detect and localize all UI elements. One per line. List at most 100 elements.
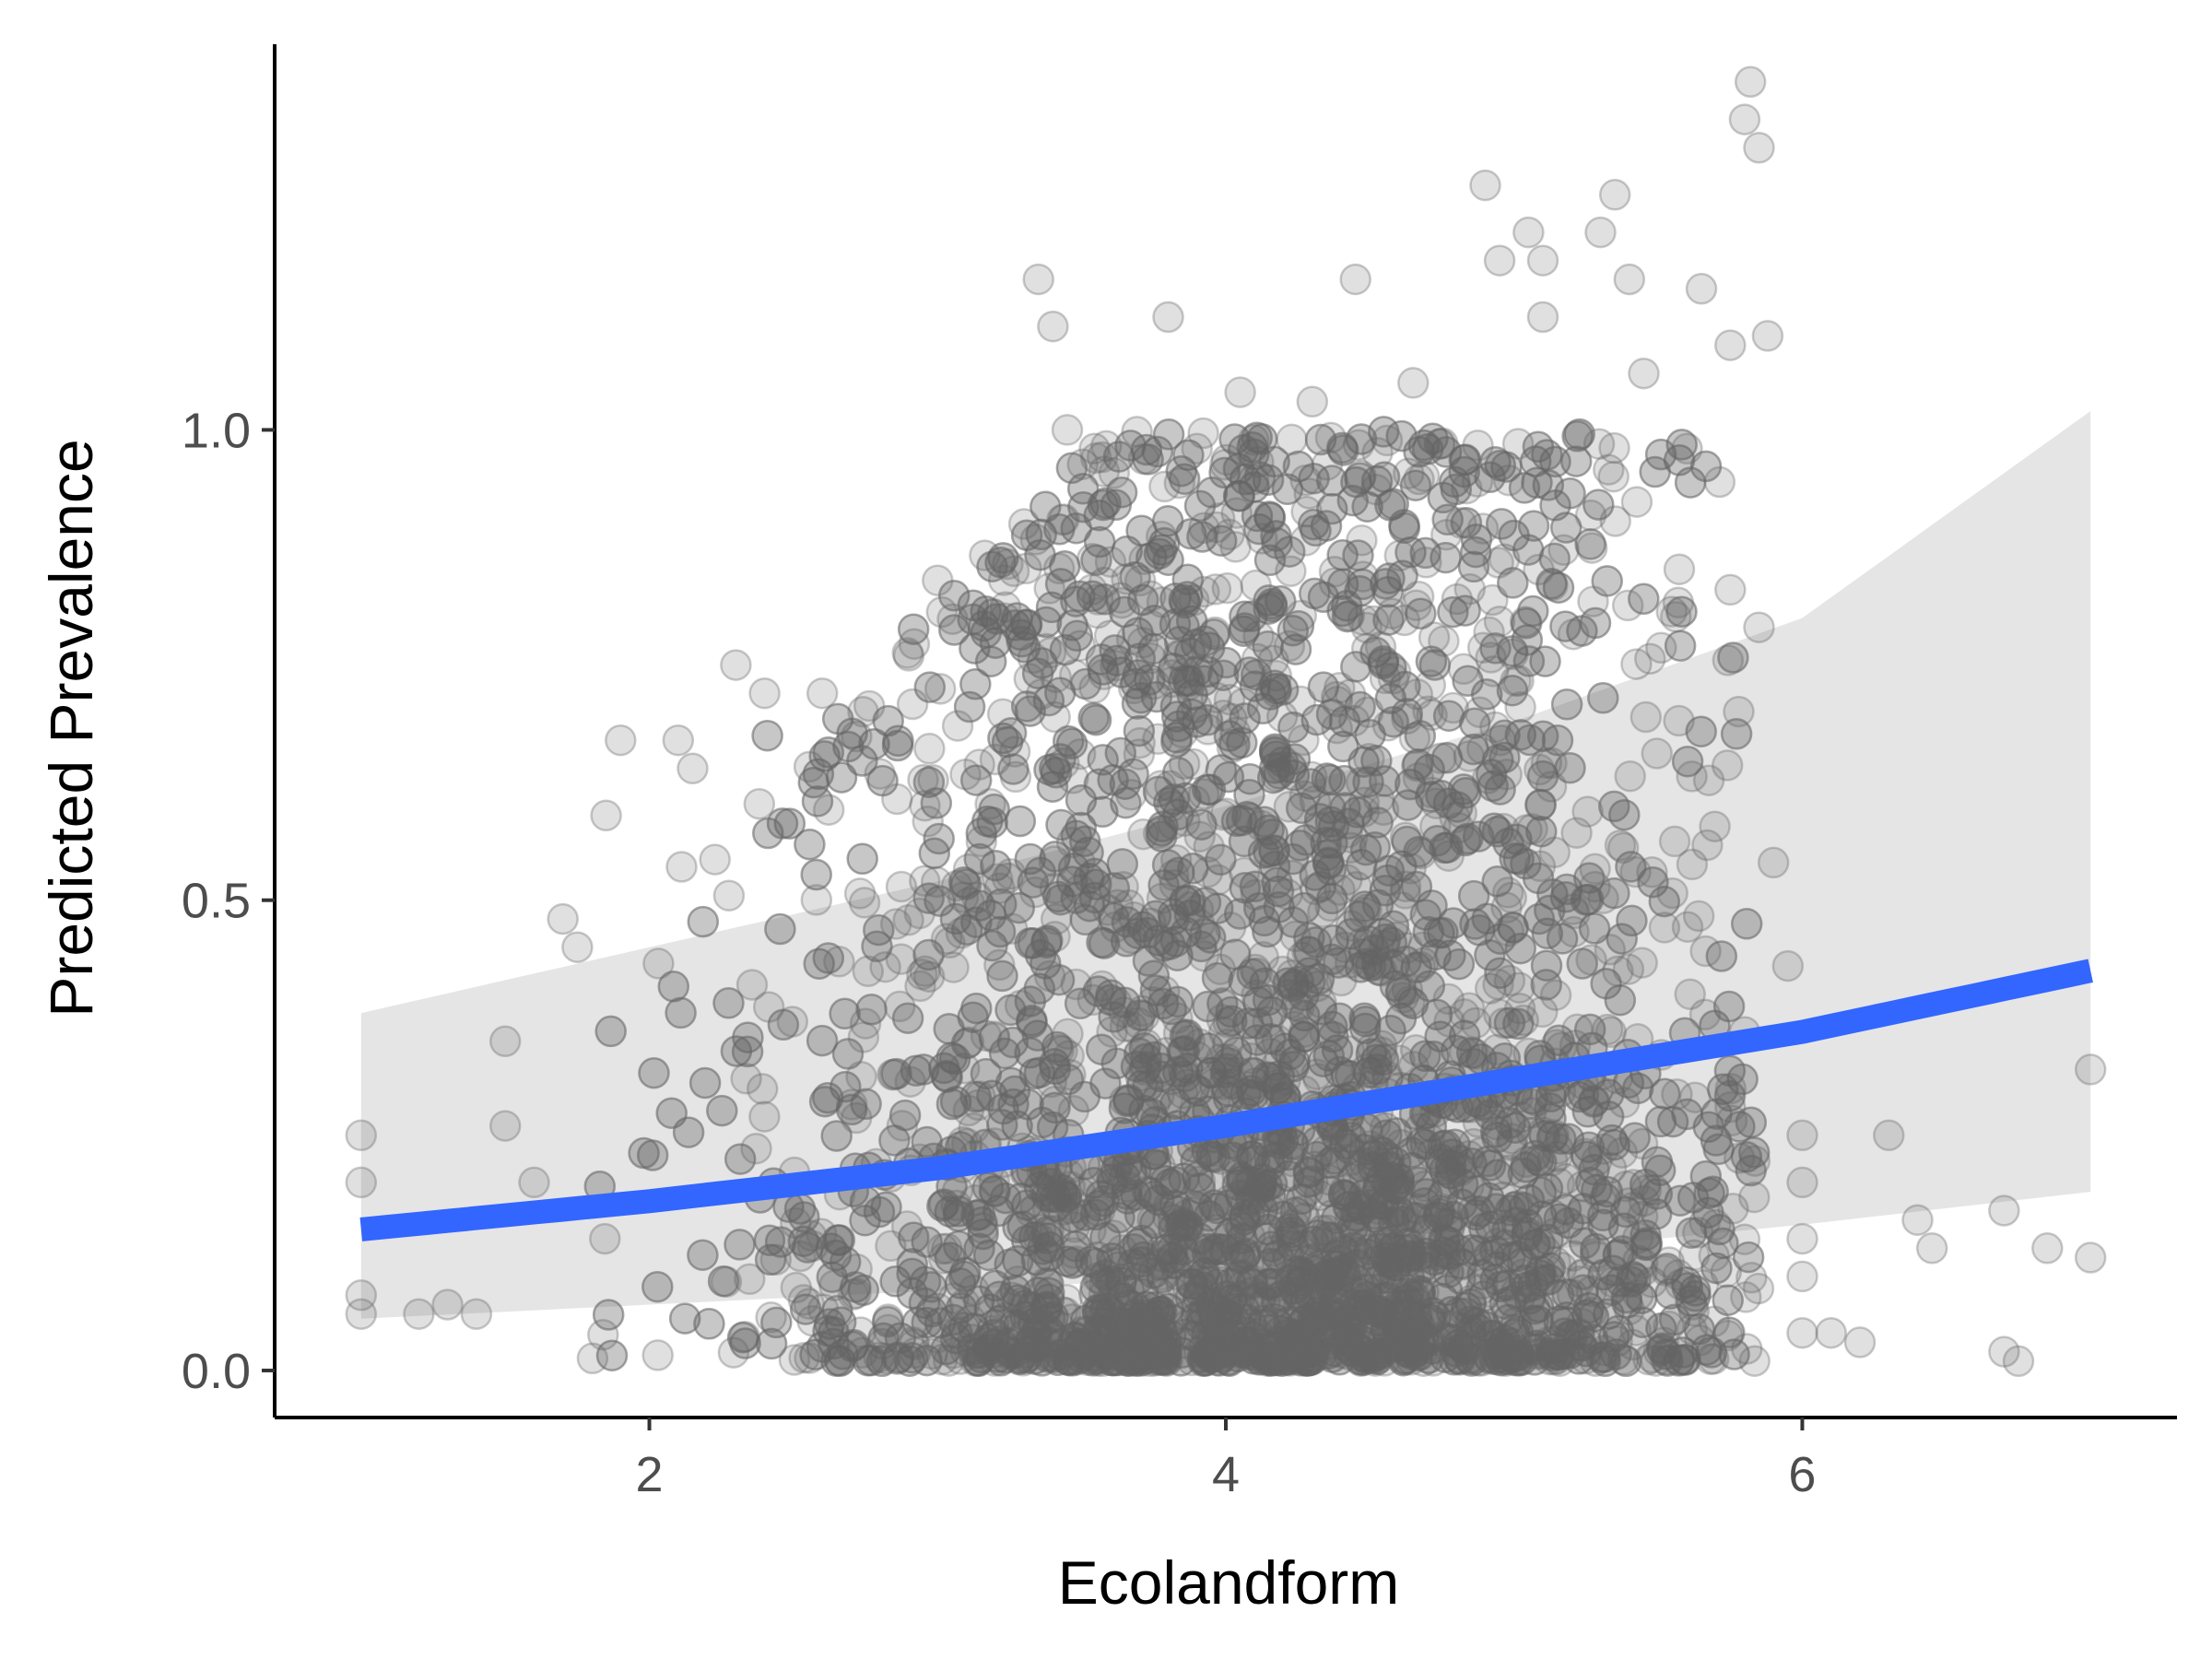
data-point (1329, 1173, 1361, 1206)
data-point (1162, 640, 1194, 672)
data-point (1298, 1242, 1330, 1275)
data-point (1386, 1233, 1419, 1266)
data-point (641, 1270, 674, 1303)
data-point (1105, 1263, 1137, 1296)
data-point (1450, 1297, 1483, 1330)
data-point (1689, 935, 1722, 968)
data-point (1216, 1319, 1248, 1351)
data-point (1413, 1252, 1446, 1285)
data-point (1286, 1255, 1319, 1288)
data-point (1146, 1233, 1179, 1265)
data-point (665, 996, 697, 1030)
data-point (1442, 1234, 1475, 1266)
data-point (1146, 882, 1179, 914)
data-point (989, 591, 1022, 623)
data-point (1495, 1285, 1527, 1318)
data-point (1664, 629, 1697, 662)
data-point (752, 991, 785, 1023)
data-point (1207, 1068, 1241, 1100)
data-point (1546, 923, 1579, 955)
data-point (901, 1306, 934, 1339)
data-point (1604, 829, 1637, 862)
data-point (1124, 1314, 1157, 1347)
data-point (1199, 573, 1232, 606)
data-point (759, 1243, 793, 1277)
data-point (1156, 665, 1188, 699)
data-point (1094, 546, 1127, 578)
data-point (1162, 1259, 1194, 1291)
data-point (1236, 1264, 1268, 1296)
data-point (1368, 1345, 1401, 1377)
data-point (1501, 428, 1535, 460)
data-point (1488, 812, 1520, 845)
data-point (1698, 1305, 1730, 1338)
data-point (1388, 604, 1421, 637)
data-point (1295, 1335, 1327, 1369)
data-point (1578, 1084, 1611, 1117)
data-point (988, 1302, 1021, 1335)
data-point (899, 1336, 932, 1370)
data-point (1512, 534, 1545, 566)
data-point (1363, 1273, 1395, 1305)
data-point (1293, 477, 1325, 510)
data-point (1628, 1184, 1661, 1218)
data-point (1352, 696, 1384, 728)
data-point (1183, 489, 1217, 523)
data-point (1502, 1007, 1535, 1041)
data-point (766, 807, 799, 840)
data-point (1006, 1320, 1040, 1352)
data-point (1297, 508, 1330, 541)
data-point (1204, 953, 1237, 985)
data-point (1187, 417, 1219, 450)
data-point (1202, 864, 1234, 896)
data-point (1409, 1040, 1441, 1073)
data-point (1053, 1171, 1087, 1203)
data-point (1382, 1163, 1415, 1196)
data-point (1360, 948, 1394, 982)
data-point (1529, 1235, 1562, 1268)
data-point (1598, 1128, 1630, 1161)
data-point (1379, 1172, 1411, 1205)
data-point (1117, 900, 1150, 934)
data-point (1079, 1332, 1112, 1364)
data-point (1371, 576, 1405, 608)
data-point (920, 865, 953, 899)
data-point (1145, 520, 1178, 553)
data-point (983, 872, 1016, 904)
data-point (1042, 552, 1076, 585)
data-point (1267, 1216, 1300, 1248)
data-point (1200, 681, 1232, 714)
data-point (1212, 1312, 1245, 1345)
data-point (1677, 1239, 1711, 1271)
data-point (1273, 1317, 1306, 1350)
data-point (1481, 865, 1513, 898)
data-point (1717, 1193, 1749, 1225)
data-point (665, 851, 698, 883)
data-point (1432, 840, 1465, 872)
data-point (963, 748, 995, 781)
data-point (1400, 1287, 1433, 1320)
data-point (1030, 1293, 1063, 1326)
data-point (1594, 1016, 1628, 1049)
data-point (1272, 967, 1304, 999)
data-point (1501, 1335, 1534, 1367)
data-point (1347, 896, 1381, 929)
data-point (1324, 874, 1356, 906)
data-point (979, 743, 1012, 776)
data-point (1086, 1345, 1119, 1378)
data-point (1334, 1205, 1367, 1238)
data-point (1057, 762, 1089, 794)
data-point (963, 842, 996, 876)
data-point (1676, 760, 1708, 793)
data-point (1233, 1220, 1266, 1253)
data-point (1560, 817, 1593, 849)
data-point (1311, 762, 1344, 794)
data-point (776, 1006, 809, 1038)
data-point (1257, 1142, 1289, 1174)
data-point (1407, 1345, 1440, 1377)
data-point (847, 1021, 880, 1053)
data-point (1242, 1182, 1275, 1215)
data-point (1305, 1227, 1338, 1259)
data-point (1238, 1335, 1271, 1369)
data-point (1402, 580, 1435, 613)
